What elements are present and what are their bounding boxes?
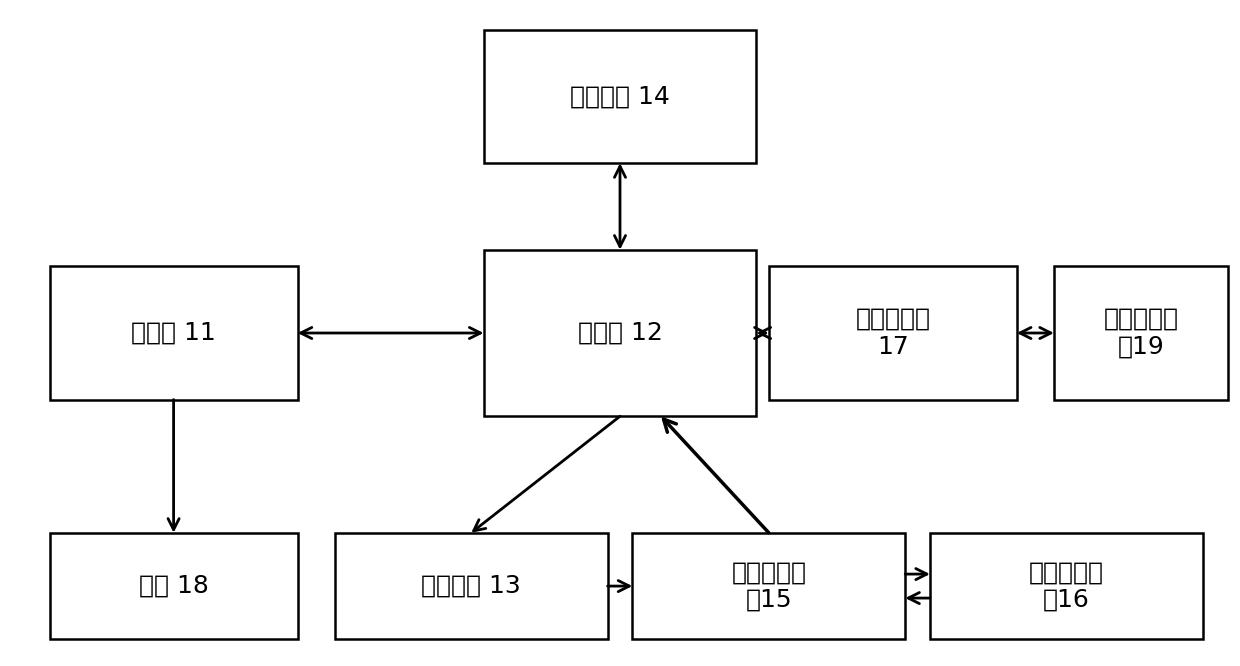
Text: 报警模块 14: 报警模块 14 — [570, 85, 670, 109]
Bar — [1054, 266, 1228, 400]
Bar — [50, 533, 298, 639]
Bar — [484, 250, 756, 416]
Text: 雷达探头 13: 雷达探头 13 — [422, 574, 521, 598]
Bar — [50, 266, 298, 400]
Text: 信号接收模
块15: 信号接收模 块15 — [732, 560, 806, 612]
Text: 控制器 12: 控制器 12 — [578, 321, 662, 345]
Bar — [484, 30, 756, 163]
Bar — [335, 533, 608, 639]
Text: 接地保护装
置19: 接地保护装 置19 — [1104, 307, 1178, 359]
Text: 电源 18: 电源 18 — [139, 574, 208, 598]
Text: 显示器 11: 显示器 11 — [131, 321, 216, 345]
Text: 雷达传感器
17: 雷达传感器 17 — [856, 307, 930, 359]
Bar — [769, 266, 1017, 400]
Bar — [930, 533, 1203, 639]
Text: 信号发送模
块16: 信号发送模 块16 — [1029, 560, 1104, 612]
Bar — [632, 533, 905, 639]
